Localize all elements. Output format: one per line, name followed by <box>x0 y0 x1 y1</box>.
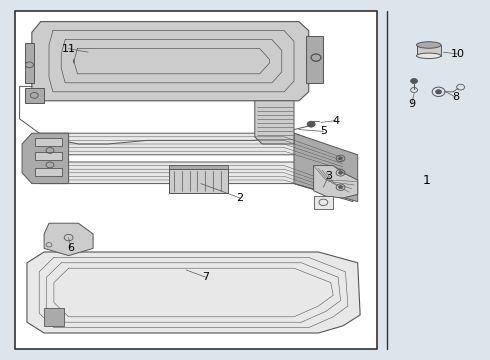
Polygon shape <box>32 22 309 101</box>
Circle shape <box>411 78 417 84</box>
Polygon shape <box>306 36 323 83</box>
Polygon shape <box>22 133 69 184</box>
Polygon shape <box>169 165 228 169</box>
Polygon shape <box>314 166 358 198</box>
Text: 4: 4 <box>332 116 339 126</box>
Polygon shape <box>255 101 294 144</box>
Text: 2: 2 <box>237 193 244 203</box>
Circle shape <box>339 186 343 189</box>
Polygon shape <box>24 43 34 83</box>
Polygon shape <box>44 223 93 256</box>
Text: 10: 10 <box>451 49 465 59</box>
Text: 1: 1 <box>422 174 430 186</box>
Text: 7: 7 <box>202 272 209 282</box>
Polygon shape <box>314 196 333 209</box>
Text: 9: 9 <box>408 99 415 109</box>
Polygon shape <box>169 169 228 193</box>
Polygon shape <box>39 162 353 202</box>
Text: 3: 3 <box>325 171 332 181</box>
Circle shape <box>339 157 343 160</box>
Text: 11: 11 <box>62 44 75 54</box>
Circle shape <box>436 90 441 94</box>
Text: 6: 6 <box>68 243 74 253</box>
Polygon shape <box>24 88 44 103</box>
Bar <box>15 11 377 349</box>
Polygon shape <box>294 133 358 202</box>
Text: 8: 8 <box>452 92 459 102</box>
Circle shape <box>339 171 343 174</box>
Circle shape <box>307 121 315 127</box>
Polygon shape <box>44 308 64 326</box>
Bar <box>416 45 441 56</box>
Ellipse shape <box>416 53 441 58</box>
Bar <box>35 152 62 160</box>
Text: 5: 5 <box>320 126 327 136</box>
Bar <box>35 168 62 176</box>
Bar <box>35 138 62 146</box>
Polygon shape <box>27 252 360 333</box>
Ellipse shape <box>416 42 441 48</box>
Polygon shape <box>39 133 353 173</box>
